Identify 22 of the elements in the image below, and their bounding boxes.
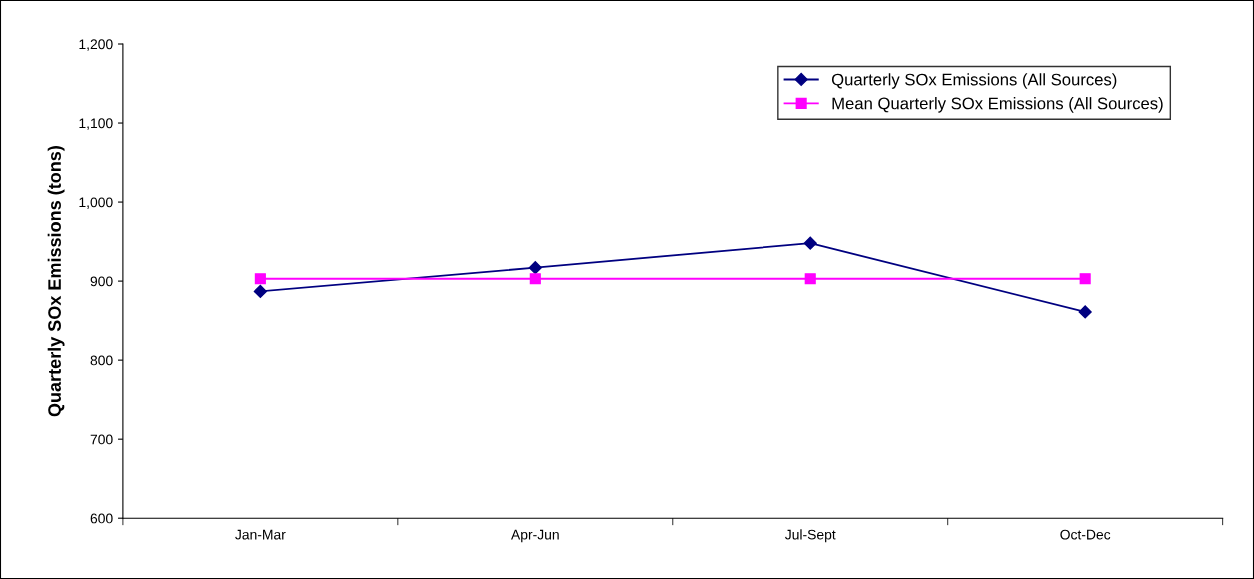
point xyxy=(803,236,817,250)
point xyxy=(253,284,267,298)
y-axis-title: Quarterly SOx Emissions (tons) xyxy=(47,146,65,417)
y-tick-label: 900 xyxy=(90,276,113,287)
y-tick-label: 800 xyxy=(90,355,113,366)
point xyxy=(529,273,541,285)
point xyxy=(1079,273,1091,285)
y-tick-label: 700 xyxy=(90,434,113,445)
y-tick-label: 1,200 xyxy=(79,39,113,51)
legend-label: Mean Quarterly SOx Emissions (All Sources) xyxy=(832,97,1163,113)
point xyxy=(528,261,542,275)
x-tick-label: Jan-Mar xyxy=(235,529,286,540)
legend-label: Quarterly SOx Emissions (All Sources) xyxy=(831,73,1117,89)
x-tick-label: Oct-Dec xyxy=(1060,529,1111,540)
y-tick-label: 1,000 xyxy=(79,197,113,209)
point xyxy=(1078,305,1092,319)
point xyxy=(254,273,266,285)
y-tick-label: 1,100 xyxy=(79,118,113,130)
x-tick-label: Apr-Jun xyxy=(511,529,559,543)
x-tick-label: Jul-Sept xyxy=(784,529,836,543)
point xyxy=(804,273,816,285)
y-tick-label: 600 xyxy=(90,513,113,524)
